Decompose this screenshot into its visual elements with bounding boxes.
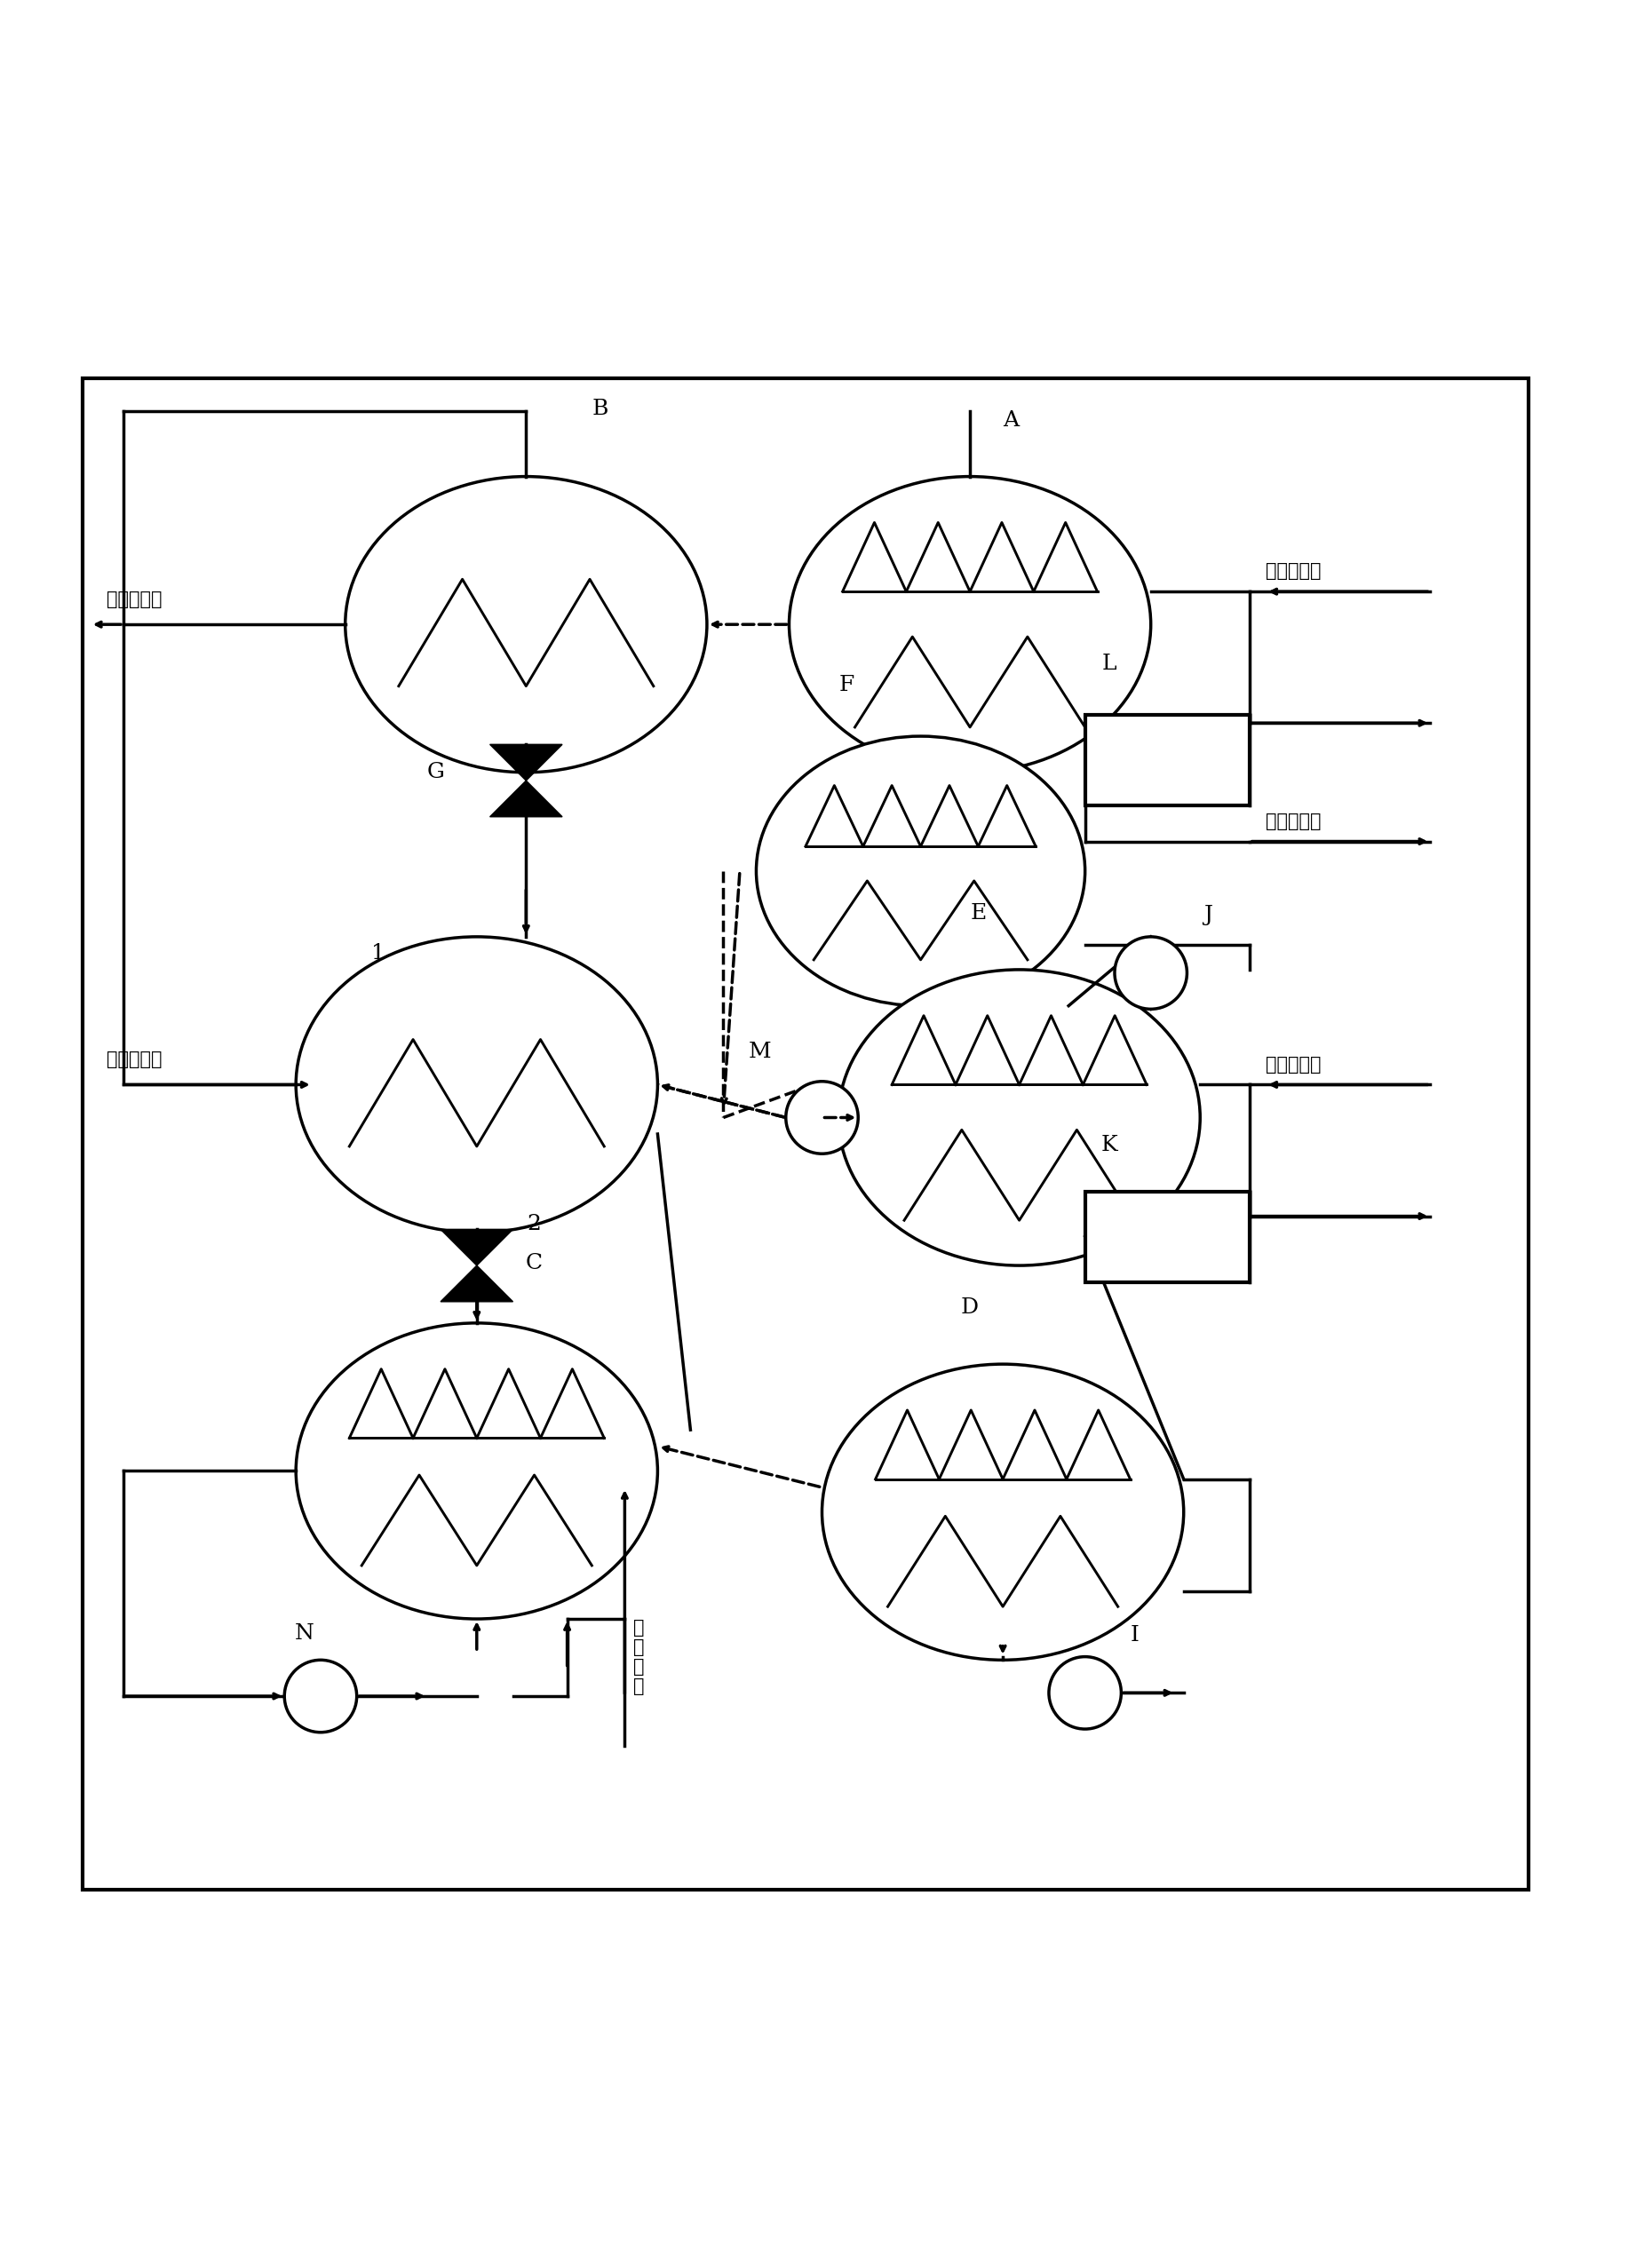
Text: 余
热
介
质: 余 热 介 质 bbox=[633, 1619, 644, 1694]
Text: J: J bbox=[1203, 905, 1213, 925]
Text: 被加热介质: 被加热介质 bbox=[107, 592, 163, 608]
Ellipse shape bbox=[822, 1363, 1184, 1660]
Text: F: F bbox=[838, 674, 855, 694]
Text: B: B bbox=[592, 399, 608, 420]
Ellipse shape bbox=[756, 737, 1085, 1005]
Text: G: G bbox=[427, 762, 444, 782]
Text: 被加热介质: 被加热介质 bbox=[1266, 814, 1322, 830]
Ellipse shape bbox=[345, 476, 707, 773]
Ellipse shape bbox=[296, 937, 658, 1232]
Circle shape bbox=[1115, 937, 1187, 1009]
Text: A: A bbox=[1003, 411, 1019, 431]
Text: K: K bbox=[1101, 1134, 1118, 1154]
Polygon shape bbox=[490, 780, 562, 816]
Text: 2: 2 bbox=[528, 1213, 541, 1234]
Text: 被加热介质: 被加热介质 bbox=[107, 1052, 163, 1068]
Text: C: C bbox=[526, 1254, 543, 1275]
Circle shape bbox=[786, 1082, 858, 1154]
Text: D: D bbox=[962, 1297, 978, 1318]
Polygon shape bbox=[441, 1266, 513, 1302]
Text: M: M bbox=[748, 1041, 771, 1061]
Ellipse shape bbox=[789, 476, 1151, 773]
Text: E: E bbox=[970, 903, 986, 923]
Text: N: N bbox=[294, 1624, 314, 1644]
Text: 驱动热介质: 驱动热介质 bbox=[1266, 562, 1322, 581]
Text: I: I bbox=[1129, 1626, 1139, 1647]
Text: 驱动热介质: 驱动热介质 bbox=[1266, 1057, 1322, 1073]
Ellipse shape bbox=[838, 971, 1200, 1266]
Circle shape bbox=[284, 1660, 357, 1733]
Bar bbox=[1085, 1191, 1249, 1281]
Polygon shape bbox=[441, 1229, 513, 1266]
Ellipse shape bbox=[296, 1322, 658, 1619]
Bar bbox=[1085, 714, 1249, 805]
Polygon shape bbox=[490, 744, 562, 780]
Text: 1: 1 bbox=[372, 943, 385, 964]
Text: L: L bbox=[1103, 653, 1116, 674]
Bar bbox=[82, 379, 1529, 1889]
Circle shape bbox=[1049, 1656, 1121, 1728]
